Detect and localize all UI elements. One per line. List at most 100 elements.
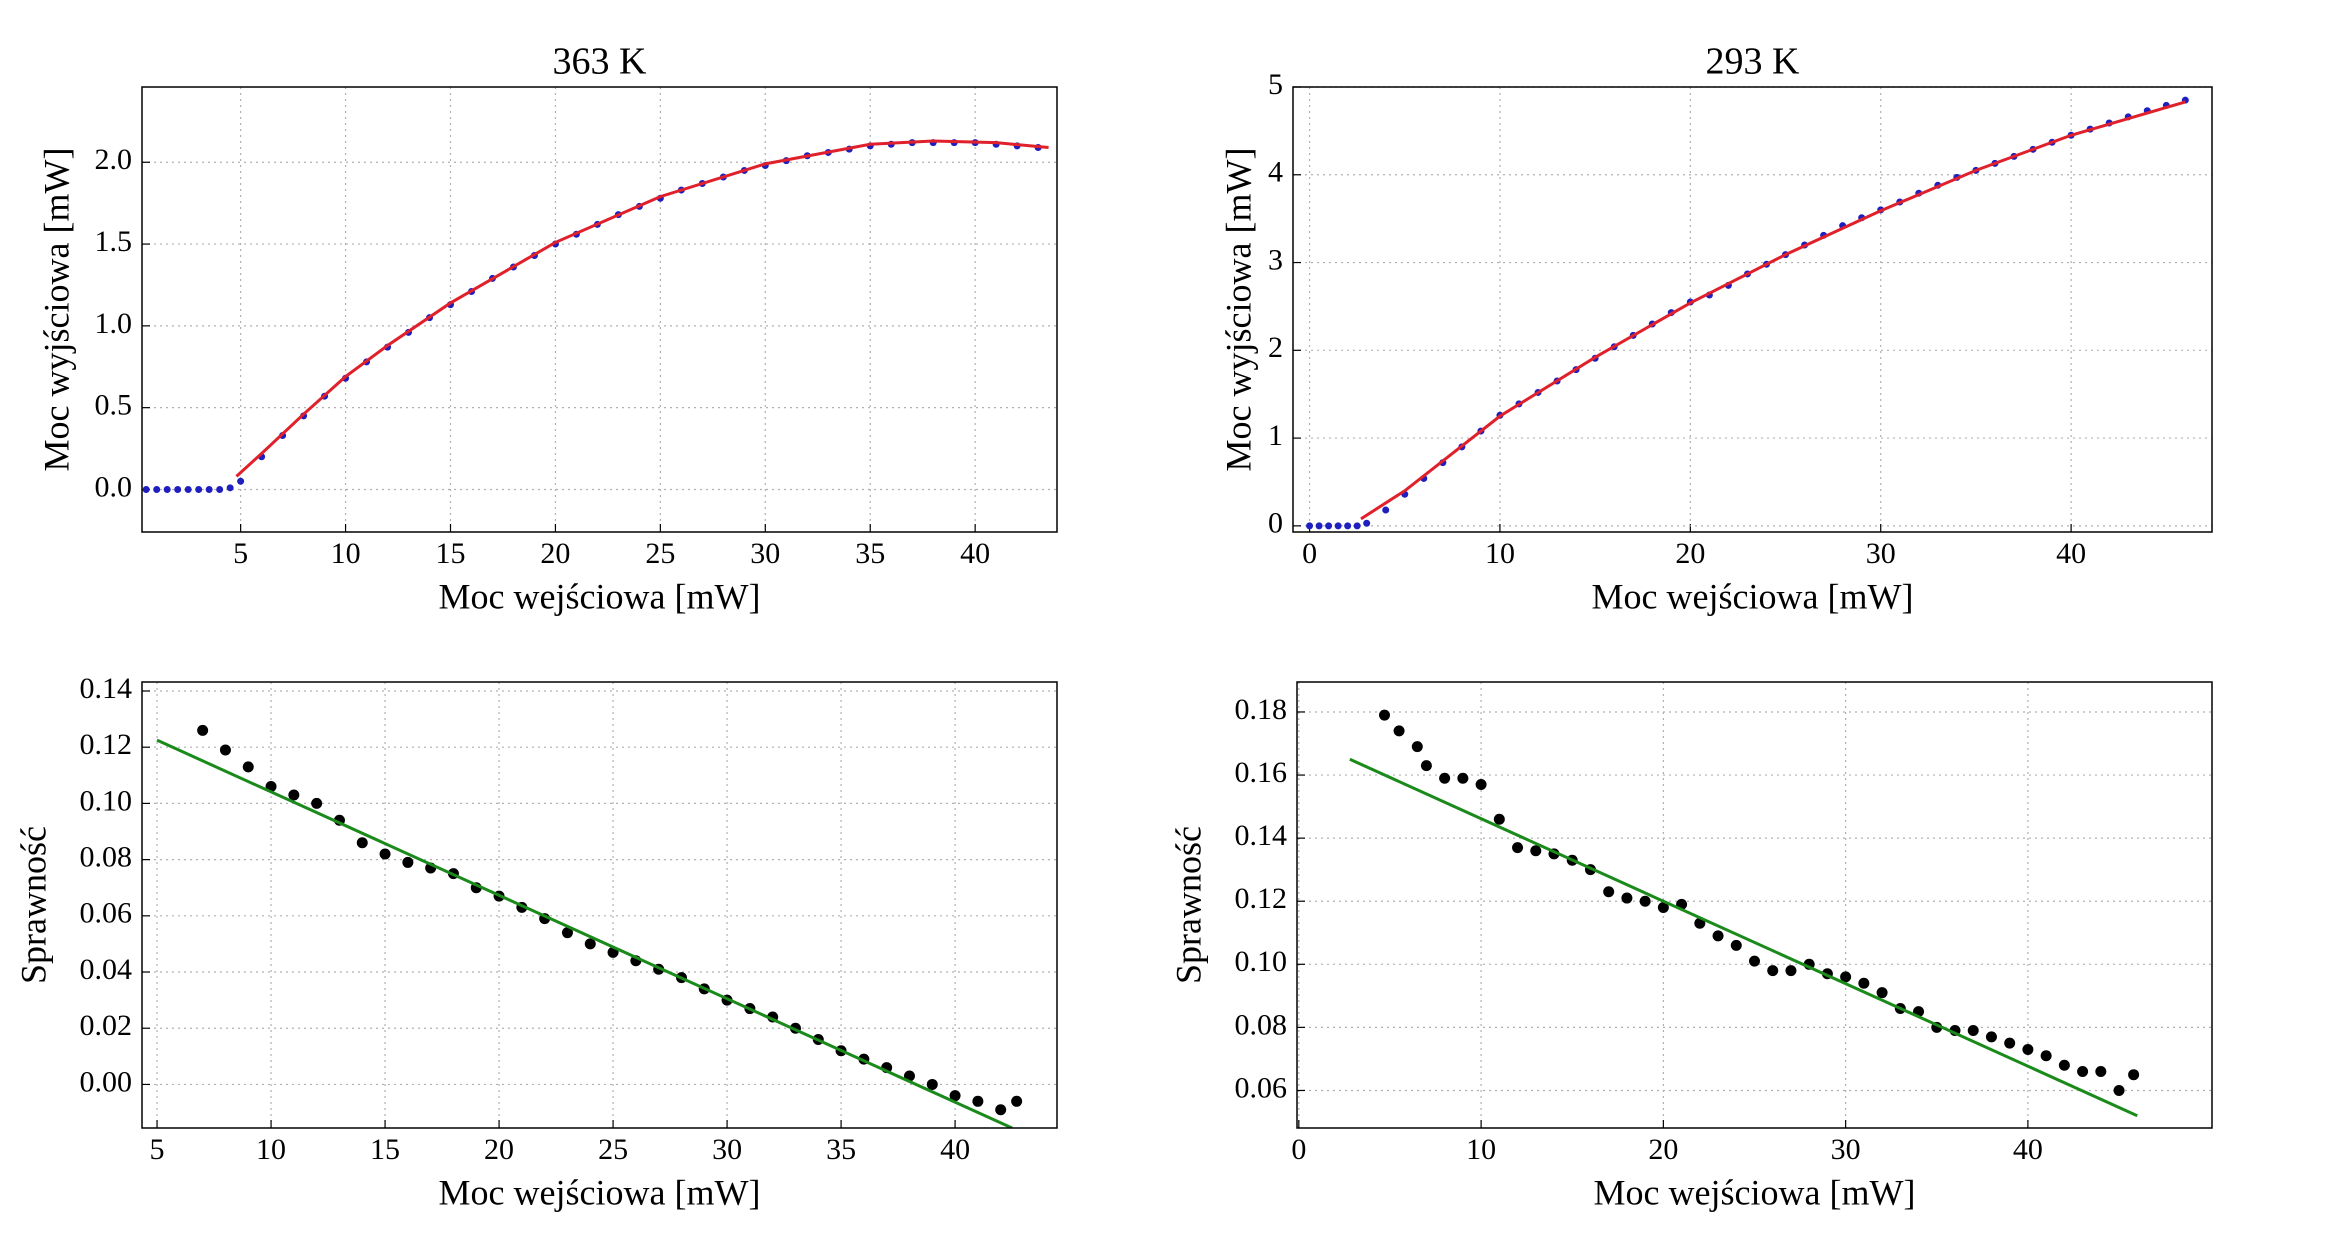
- data-point: [2113, 1084, 2125, 1096]
- x-tick-label: 5: [150, 1133, 165, 1166]
- x-tick-label: 30: [1866, 537, 1896, 570]
- data-point: [205, 485, 213, 493]
- chart-title: 293 K: [1706, 41, 1801, 83]
- data-point: [1439, 772, 1451, 784]
- data-point: [1363, 519, 1371, 527]
- y-tick-label: 0.12: [1235, 882, 1288, 915]
- data-point: [1749, 955, 1760, 967]
- y-tick-label: 0.16: [1235, 756, 1288, 789]
- x-tick-label: 10: [1485, 537, 1515, 570]
- data-point: [288, 789, 300, 801]
- data-point: [1475, 779, 1487, 791]
- fit-line: [156, 738, 1013, 1128]
- x-tick-label: 25: [645, 537, 675, 570]
- data-point: [584, 938, 596, 950]
- data-point: [1382, 506, 1390, 514]
- data-point: [1011, 1095, 1023, 1107]
- x-axis-label: Moc wejściowa [mW]: [1594, 1172, 1916, 1212]
- plot-area: [142, 139, 1049, 493]
- y-tick-label: 0.5: [95, 389, 133, 422]
- x-tick-label: 10: [1466, 1133, 1496, 1166]
- data-point: [163, 485, 171, 493]
- data-point: [153, 485, 161, 493]
- data-point: [2040, 1050, 2052, 1062]
- data-point: [237, 477, 245, 485]
- y-tick-label: 2: [1268, 331, 1283, 364]
- axes-frame: [141, 86, 1058, 533]
- x-tick-label: 40: [960, 537, 990, 570]
- x-tick-label: 0: [1302, 537, 1317, 570]
- data-point: [1967, 1025, 1979, 1037]
- x-tick-label: 0: [1291, 1133, 1306, 1166]
- y-axis-label: Sprawność: [13, 826, 53, 984]
- y-axis-label: Moc wyjściowa [mW]: [1218, 148, 1258, 472]
- data-point: [949, 1090, 961, 1102]
- y-tick-label: 0.00: [80, 1065, 133, 1098]
- data-point: [926, 1078, 938, 1090]
- data-point: [995, 1104, 1007, 1116]
- data-point: [1493, 813, 1505, 825]
- x-tick-label: 40: [2056, 537, 2086, 570]
- data-point: [972, 1095, 984, 1107]
- data-point: [1858, 977, 1870, 989]
- plot-area: [1349, 709, 2140, 1118]
- y-tick-label: 0.12: [80, 728, 133, 761]
- y-tick-label: 0.08: [1235, 1008, 1288, 1041]
- data-point: [1325, 522, 1333, 530]
- data-point: [174, 485, 182, 493]
- y-tick-label: 0.14: [1235, 819, 1288, 852]
- data-point: [402, 856, 414, 868]
- plot-area: [156, 724, 1023, 1128]
- y-tick-label: 0.14: [80, 672, 133, 705]
- chart-title: 363 K: [553, 41, 648, 83]
- data-point: [1411, 741, 1423, 753]
- data-point: [1334, 522, 1342, 530]
- data-point: [2077, 1066, 2089, 1078]
- x-tick-label: 30: [1831, 1133, 1861, 1166]
- data-point: [1530, 845, 1542, 857]
- data-point: [142, 485, 150, 493]
- x-axis-label: Moc wejściowa [mW]: [1592, 576, 1914, 616]
- x-tick-label: 20: [1675, 537, 1705, 570]
- data-point: [242, 761, 254, 773]
- y-tick-label: 1.5: [95, 225, 133, 258]
- y-tick-label: 0.0: [95, 470, 133, 503]
- data-point: [1712, 930, 1724, 942]
- data-point: [561, 927, 573, 939]
- x-tick-label: 15: [370, 1133, 400, 1166]
- y-tick-label: 1: [1268, 419, 1283, 452]
- data-point: [184, 485, 192, 493]
- data-point: [1985, 1031, 1997, 1043]
- x-tick-label: 15: [435, 537, 465, 570]
- data-point: [2058, 1059, 2070, 1071]
- x-tick-label: 35: [826, 1133, 856, 1166]
- data-point: [197, 724, 209, 736]
- data-point: [1457, 772, 1469, 784]
- x-tick-label: 10: [331, 537, 361, 570]
- data-point: [356, 837, 368, 849]
- y-axis-label: Sprawność: [1168, 826, 1208, 984]
- y-tick-label: 5: [1268, 68, 1283, 101]
- data-point: [1353, 522, 1361, 530]
- fit-line: [1349, 757, 2138, 1118]
- x-tick-label: 10: [256, 1133, 286, 1166]
- data-point: [1730, 939, 1742, 951]
- fit-line: [1360, 100, 2186, 521]
- data-point: [219, 744, 231, 756]
- data-point: [1603, 886, 1615, 898]
- data-point: [1621, 892, 1633, 904]
- x-tick-label: 40: [940, 1133, 970, 1166]
- x-tick-label: 25: [598, 1133, 628, 1166]
- x-axis-label: Moc wejściowa [mW]: [439, 1172, 761, 1212]
- x-tick-label: 5: [233, 537, 248, 570]
- x-tick-label: 40: [2013, 1133, 2043, 1166]
- data-point: [2095, 1066, 2107, 1078]
- data-point: [311, 797, 323, 809]
- x-tick-label: 35: [855, 537, 885, 570]
- x-tick-label: 20: [540, 537, 570, 570]
- y-tick-label: 0.02: [80, 1009, 133, 1042]
- y-tick-label: 0.10: [1235, 945, 1288, 978]
- y-tick-label: 3: [1268, 243, 1283, 276]
- data-point: [1378, 709, 1390, 721]
- y-tick-label: 0.04: [80, 953, 133, 986]
